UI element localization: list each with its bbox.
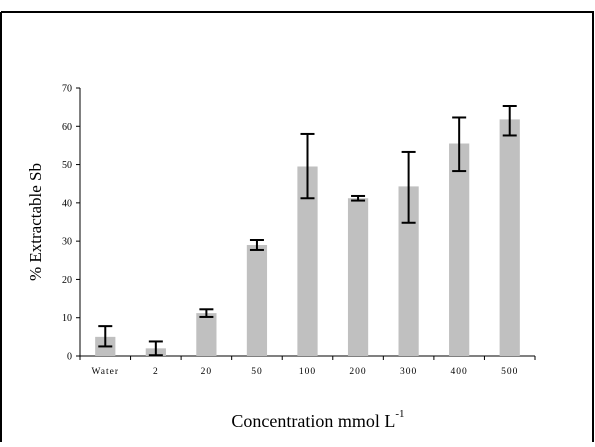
y-tick-label: 50 [62, 160, 72, 171]
y-tick-label: 70 [62, 84, 72, 95]
bar [398, 186, 419, 356]
bar [297, 166, 318, 356]
y-tick-label: 30 [62, 237, 72, 248]
x-tick-label: 200 [349, 367, 366, 377]
x-tick-label: 300 [400, 367, 417, 377]
y-tick-label: 40 [62, 198, 72, 209]
y-ticks: 0 10 20 30 40 50 60 70 [62, 84, 80, 363]
y-tick-label: 10 [62, 313, 72, 324]
x-tick-label: 500 [501, 367, 518, 377]
x-tick-label: 2 [153, 367, 159, 377]
bar [449, 143, 470, 356]
y-tick-label: 20 [62, 275, 72, 286]
bar [196, 313, 217, 356]
x-tick-label: 20 [201, 367, 213, 377]
error-bars [98, 104, 517, 357]
bar [246, 244, 268, 356]
x-axis-label: Concentration mmol L-1 [231, 408, 404, 431]
y-axis-label: % Extractable Sb [26, 163, 45, 281]
x-tick-label: 50 [251, 367, 263, 377]
bar [499, 119, 520, 356]
x-tick-label: Water [92, 367, 119, 377]
bars [95, 119, 520, 356]
x-ticks: Water 2 20 50 100 200 300 400 500 [79, 356, 536, 377]
y-tick-label: 60 [62, 122, 72, 133]
x-axis-label-superscript: -1 [395, 408, 404, 420]
chart-border [0, 11, 594, 442]
bar [347, 198, 369, 356]
x-tick-label: 400 [451, 367, 468, 377]
x-axis-label-text: Concentration mmol L [231, 411, 395, 431]
x-tick-label: 100 [299, 367, 316, 377]
y-tick-label: 0 [67, 352, 72, 363]
